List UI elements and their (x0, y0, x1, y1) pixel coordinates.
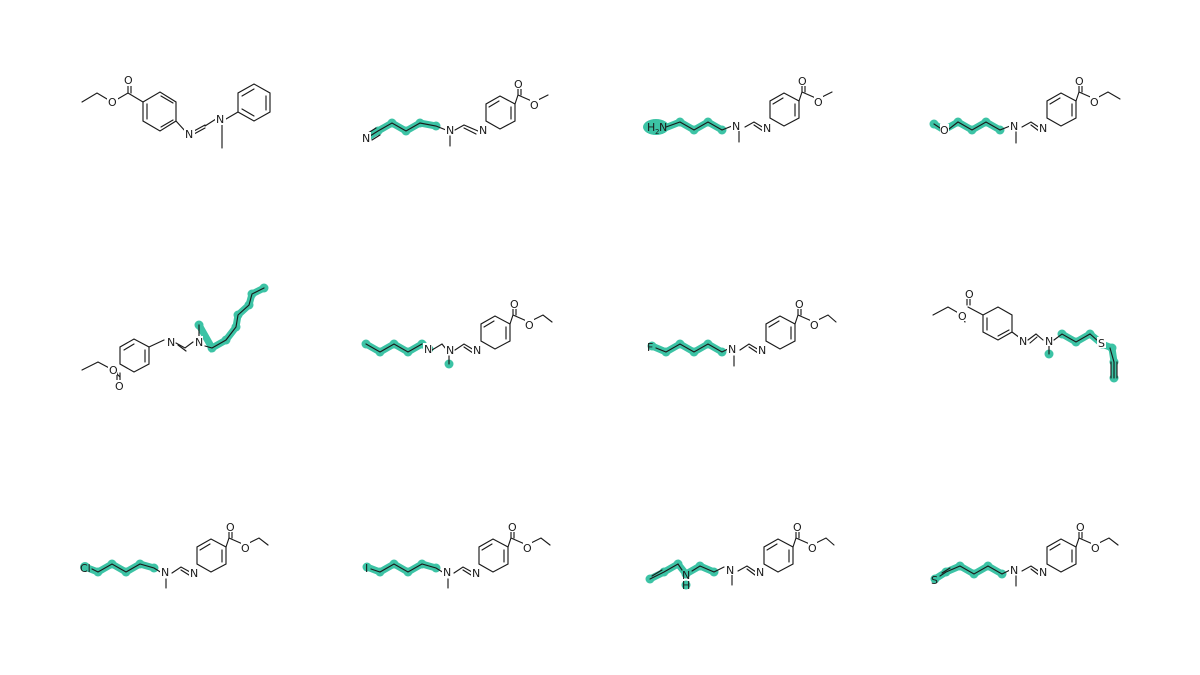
atom-label: O (958, 310, 967, 323)
atom-label: O (965, 288, 974, 301)
atom-label: N (732, 120, 740, 133)
atom-label: O (1076, 521, 1085, 534)
atom-label: O (793, 521, 802, 534)
atom-label: O (814, 96, 823, 109)
molecule-thio-chain: O O N N S (932, 288, 1119, 383)
atom-label: N (682, 569, 690, 582)
molecule-core: O O N N (81, 74, 271, 149)
molecule-ether-chain: O N N O O (929, 75, 1121, 144)
atom-label: N (1039, 122, 1047, 135)
atom-label: N (472, 567, 480, 580)
atom-label: S (1098, 337, 1105, 350)
atom-label: N (185, 128, 193, 141)
atom-subscript: 2 (655, 128, 659, 136)
atom-label: N (443, 566, 451, 579)
atom-label: O (124, 74, 133, 87)
atom-label: O (109, 364, 118, 377)
atom-label: O (810, 319, 819, 332)
atom-label: O (241, 542, 250, 555)
atom-label: O (514, 78, 523, 91)
atom-label: H (647, 121, 655, 134)
atom-label: N (726, 564, 734, 577)
atom-label: N (473, 344, 481, 357)
atom-label: O (940, 124, 949, 137)
atom-label: N (1010, 564, 1018, 577)
atom-label: O (108, 96, 117, 109)
molecule-aza-chain: N H N N O O (645, 521, 835, 592)
atom-label: Cl (80, 562, 91, 575)
molecule-imine-chain: N N N O O (361, 298, 553, 369)
atom-label: N (195, 336, 203, 349)
atom-label: N (190, 567, 198, 580)
atom-label: O (510, 298, 519, 311)
molecule-fluoro-chain: F N N O O (647, 298, 837, 367)
atom-label: O (1075, 75, 1084, 88)
molecule-nitrile-chain: N N N O O (362, 78, 549, 147)
molecule-iodo-chain: I N N O O (362, 521, 551, 589)
atom-label: N (446, 344, 454, 357)
atom-label: N (659, 121, 667, 134)
atom-label: N (479, 124, 487, 137)
atom-label: O (798, 75, 807, 88)
atom-label: O (1090, 96, 1099, 109)
atom-label: O (508, 521, 517, 534)
atom-label: I (365, 562, 368, 575)
molecule-amine-chain: H 2 N N N O O (643, 75, 833, 143)
atom-label: O (530, 99, 539, 112)
atom-label: O (226, 521, 235, 534)
atom-label: N (216, 113, 224, 126)
atom-label: N (446, 124, 454, 137)
atom-label: F (647, 341, 653, 354)
atom-label: S (931, 574, 938, 587)
atom-label: N (161, 566, 169, 579)
atom-label: N (763, 122, 771, 135)
atom-label: O (795, 298, 804, 311)
atom-label: H (682, 579, 690, 592)
atom-label: O (808, 542, 817, 555)
atom-label: N (1045, 335, 1053, 348)
atom-label: N (167, 336, 175, 349)
molecule-thiol-chain: S N N O O (930, 521, 1119, 587)
atom-label: O (525, 319, 534, 332)
molecule-alkyne-chain: O O N N (81, 283, 269, 393)
atom-label: N (728, 343, 736, 356)
atom-label: N (1019, 335, 1027, 348)
atom-label: N (424, 343, 432, 356)
atom-label: O (523, 542, 532, 555)
atom-label: N (1010, 120, 1018, 133)
atom-label: O (115, 380, 124, 393)
atom-label: N (1039, 566, 1047, 579)
molecule-chloro-chain: Cl N N O O (80, 521, 269, 589)
atom-label: N (758, 344, 766, 357)
atom-label: N (756, 566, 764, 579)
atom-label: N (362, 132, 370, 145)
atom-label: O (1091, 542, 1100, 555)
